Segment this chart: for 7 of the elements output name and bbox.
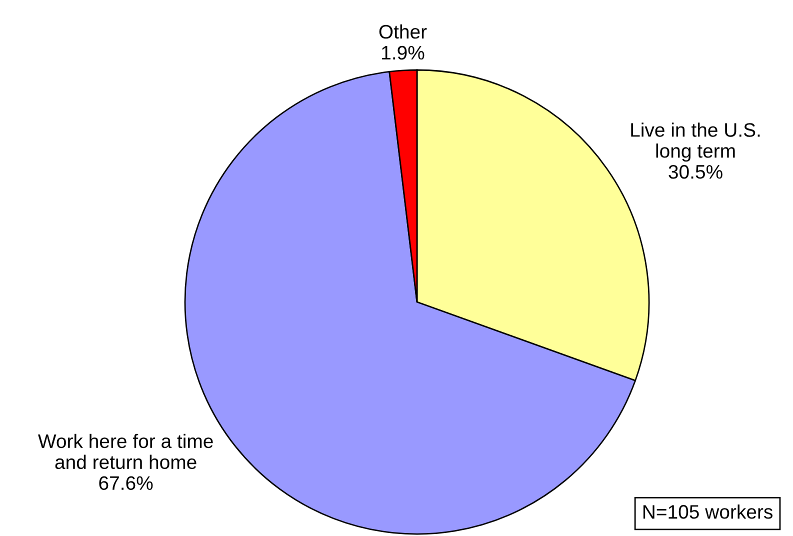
data-label: 30.5% bbox=[668, 164, 722, 179]
slice-label: Live in the U.S. long term bbox=[631, 122, 760, 162]
data-label: 1.9% bbox=[382, 46, 424, 60]
text: N=105 workers bbox=[643, 504, 772, 519]
slice-label: Other bbox=[379, 24, 427, 39]
data-label: 67.6% bbox=[99, 476, 153, 490]
slice-label: Work here for a time and return home bbox=[38, 434, 213, 470]
